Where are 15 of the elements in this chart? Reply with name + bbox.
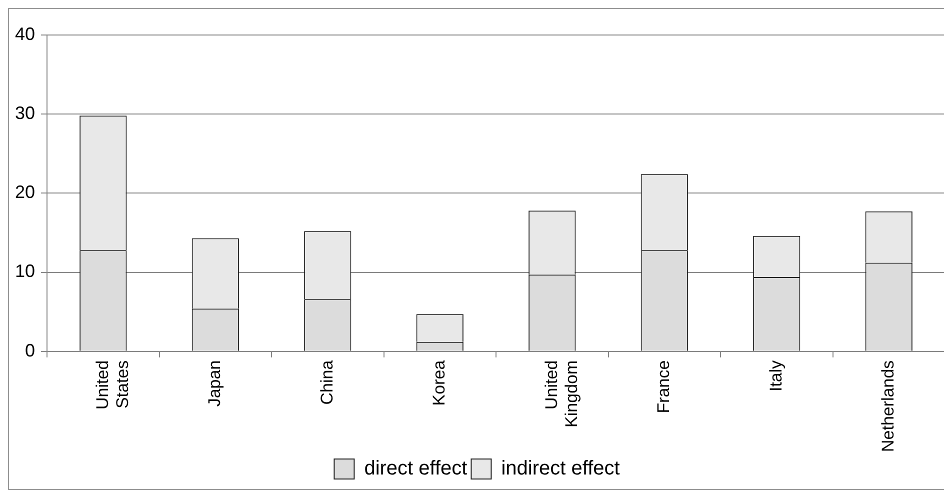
y-tick-label: 0: [25, 340, 36, 360]
y-tick-label: 40: [14, 24, 36, 44]
y-tick-label: 20: [14, 182, 36, 202]
y-tick-label: 30: [14, 103, 36, 124]
y-tick-label: 10: [14, 261, 36, 282]
x-tick-label: Italy: [766, 360, 786, 392]
x-tick-label: Korea: [430, 360, 449, 406]
x-tick-label: Japan: [205, 360, 224, 407]
x-tick-label: United States: [92, 360, 132, 410]
x-tick-label: China: [317, 360, 336, 405]
x-tick-label: United Kingdom: [542, 360, 582, 428]
legend-label: direct effect: [364, 458, 468, 480]
legend-label: indirect effect: [501, 458, 620, 480]
x-tick-label: France: [654, 360, 674, 414]
x-tick-label: Netherlands: [878, 360, 898, 452]
